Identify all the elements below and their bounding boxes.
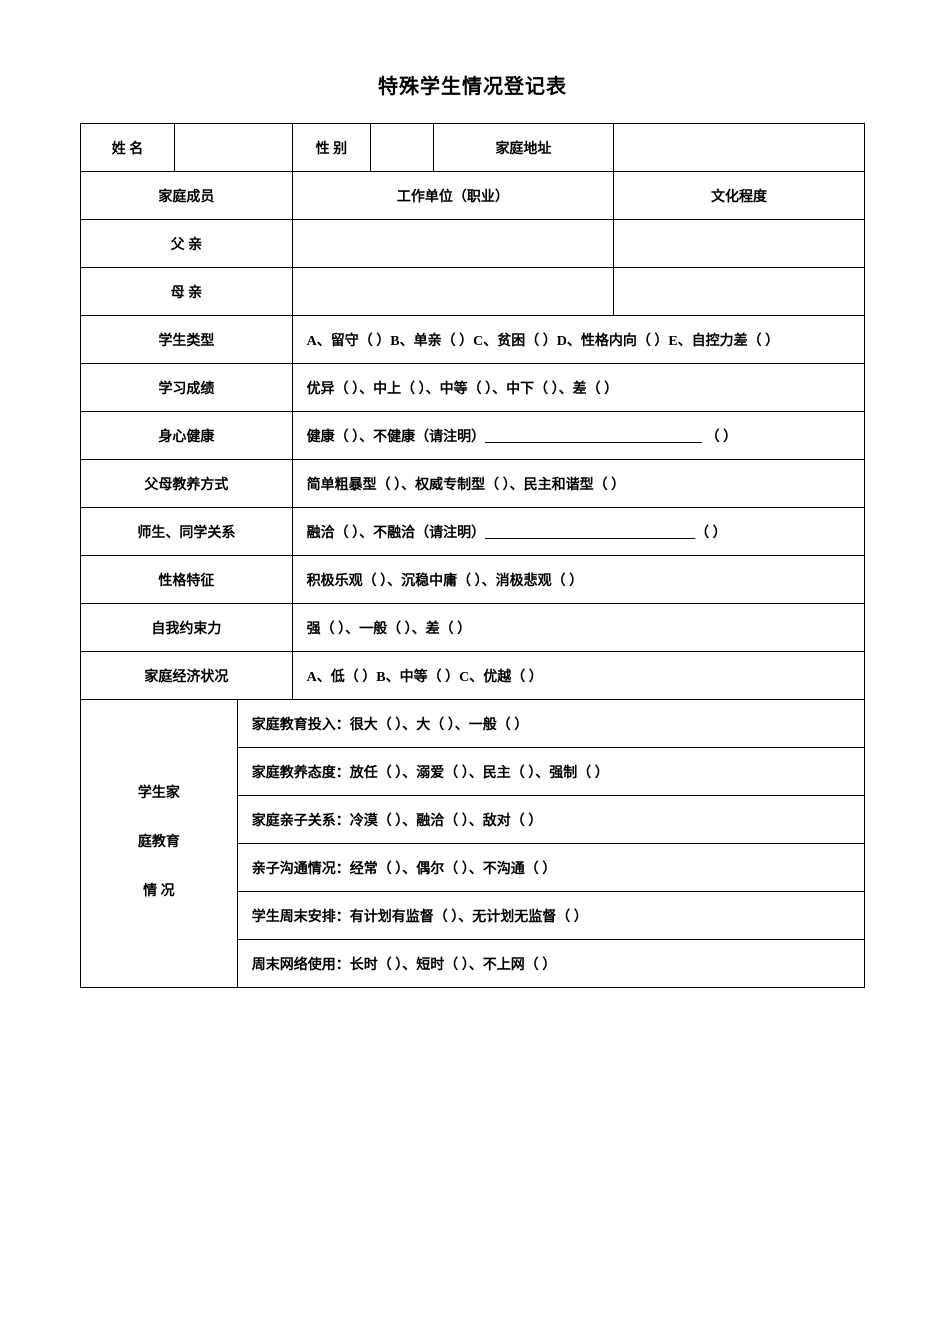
label-gender: 性 别	[292, 124, 370, 172]
field-gender[interactable]	[371, 124, 434, 172]
label-self-restraint: 自我约束力	[81, 604, 293, 652]
field-personality[interactable]: 积极乐观（ ）、沉稳中庸（ ）、消极悲观（ ）	[292, 556, 864, 604]
label-home-edu: 学生家 庭教育 情 况	[81, 700, 238, 988]
field-father-workplace[interactable]	[292, 220, 613, 268]
label-relationship: 师生、同学关系	[81, 508, 293, 556]
row-father: 父 亲	[81, 220, 865, 268]
label-address: 家庭地址	[433, 124, 613, 172]
label-health: 身心健康	[81, 412, 293, 460]
row-parenting: 父母教养方式 简单粗暴型（ ）、权威专制型（ ）、民主和谐型（ ）	[81, 460, 865, 508]
field-relationship[interactable]: 融洽（ ）、不融洽（请注明）__________________________…	[292, 508, 864, 556]
label-family-member: 家庭成员	[81, 172, 293, 220]
label-education: 文化程度	[614, 172, 865, 220]
field-home-edu-2[interactable]: 家庭教养态度：放任（ ）、溺爱（ ）、民主（ ）、强制（ ）	[237, 748, 864, 796]
label-student-type: 学生类型	[81, 316, 293, 364]
row-student-type: 学生类型 A、留守（ ）B、单亲（ ）C、贫困（ ）D、性格内向（ ）E、自控力…	[81, 316, 865, 364]
field-self-restraint[interactable]: 强（ ）、一般（ ）、差（ ）	[292, 604, 864, 652]
label-academic: 学习成绩	[81, 364, 293, 412]
label-workplace: 工作单位（职业）	[292, 172, 613, 220]
row-academic: 学习成绩 优异（ ）、中上（ ）、中等（ ）、中下（ ）、差（ ）	[81, 364, 865, 412]
row-self-restraint: 自我约束力 强（ ）、一般（ ）、差（ ）	[81, 604, 865, 652]
label-parenting: 父母教养方式	[81, 460, 293, 508]
field-mother-education[interactable]	[614, 268, 865, 316]
page-title: 特殊学生情况登记表	[80, 70, 865, 99]
row-health: 身心健康 健康（ ）、不健康（请注明）_____________________…	[81, 412, 865, 460]
field-home-edu-5[interactable]: 学生周末安排：有计划有监督（ ）、无计划无监督（ ）	[237, 892, 864, 940]
row-basic-info: 姓 名 性 别 家庭地址	[81, 124, 865, 172]
label-home-edu-line2: 庭教育	[89, 828, 229, 859]
label-home-edu-line3: 情 况	[89, 877, 229, 908]
field-name[interactable]	[175, 124, 293, 172]
label-mother: 母 亲	[81, 268, 293, 316]
label-economy: 家庭经济状况	[81, 652, 293, 700]
label-personality: 性格特征	[81, 556, 293, 604]
field-mother-workplace[interactable]	[292, 268, 613, 316]
label-name: 姓 名	[81, 124, 175, 172]
field-home-edu-4[interactable]: 亲子沟通情况：经常（ ）、偶尔（ ）、不沟通（ ）	[237, 844, 864, 892]
label-home-edu-line1: 学生家	[89, 779, 229, 810]
row-economy: 家庭经济状况 A、低（ ）B、中等（ ）C、优越（ ）	[81, 652, 865, 700]
row-relationship: 师生、同学关系 融洽（ ）、不融洽（请注明）__________________…	[81, 508, 865, 556]
field-academic[interactable]: 优异（ ）、中上（ ）、中等（ ）、中下（ ）、差（ ）	[292, 364, 864, 412]
field-father-education[interactable]	[614, 220, 865, 268]
row-mother: 母 亲	[81, 268, 865, 316]
label-father: 父 亲	[81, 220, 293, 268]
field-parenting[interactable]: 简单粗暴型（ ）、权威专制型（ ）、民主和谐型（ ）	[292, 460, 864, 508]
field-student-type[interactable]: A、留守（ ）B、单亲（ ）C、贫困（ ）D、性格内向（ ）E、自控力差（ ）	[292, 316, 864, 364]
field-address[interactable]	[614, 124, 865, 172]
row-personality: 性格特征 积极乐观（ ）、沉稳中庸（ ）、消极悲观（ ）	[81, 556, 865, 604]
field-home-edu-6[interactable]: 周末网络使用：长时（ ）、短时（ ）、不上网（ ）	[237, 940, 864, 988]
registration-table: 姓 名 性 别 家庭地址 家庭成员 工作单位（职业） 文化程度 父 亲 母 亲 …	[80, 123, 865, 988]
field-home-edu-1[interactable]: 家庭教育投入：很大（ ）、大（ ）、一般（ ）	[237, 700, 864, 748]
row-family-header: 家庭成员 工作单位（职业） 文化程度	[81, 172, 865, 220]
row-home-edu-1: 学生家 庭教育 情 况 家庭教育投入：很大（ ）、大（ ）、一般（ ）	[81, 700, 865, 748]
field-health[interactable]: 健康（ ）、不健康（请注明）__________________________…	[292, 412, 864, 460]
field-economy[interactable]: A、低（ ）B、中等（ ）C、优越（ ）	[292, 652, 864, 700]
field-home-edu-3[interactable]: 家庭亲子关系：冷漠（ ）、融洽（ ）、敌对（ ）	[237, 796, 864, 844]
